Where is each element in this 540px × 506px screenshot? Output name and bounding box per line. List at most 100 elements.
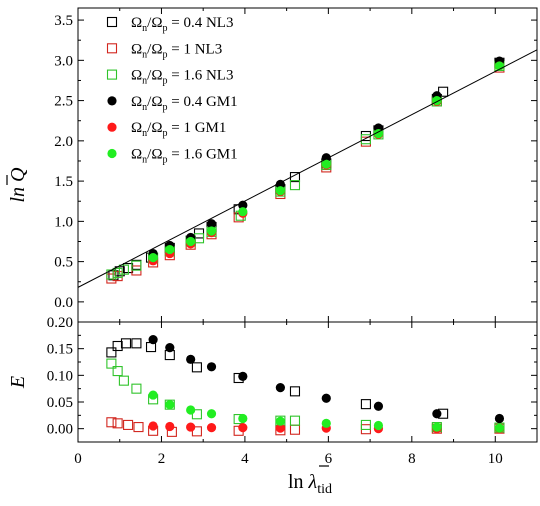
bottom-ylabel: E xyxy=(7,376,29,389)
bottom-point xyxy=(191,409,202,420)
top-panel-ticks: 0.0 0.5 1.0 1.5 2.0 2.5 3.0 3.5 xyxy=(54,8,538,322)
legend-entry: Ωn/Ωp = 1.6 NL3 xyxy=(106,68,233,87)
top-fit-line xyxy=(77,49,538,288)
bottom-panel-ticks: 0.00 0.05 0.10 0.15 0.20 0 2 4 6 8 10 xyxy=(47,315,538,467)
bottom-xtick-label: 10 xyxy=(488,451,503,467)
top-point xyxy=(186,236,196,247)
bottom-point xyxy=(238,371,248,381)
bottom-point xyxy=(238,423,248,433)
top-point xyxy=(131,260,142,271)
top-ytick-label: 0.0 xyxy=(54,295,73,311)
legend-marker xyxy=(107,122,117,132)
bottom-point xyxy=(118,375,129,386)
top-ytick-label: 3.5 xyxy=(54,13,73,29)
top-point xyxy=(289,180,301,191)
bottom-ytick-label: 0.00 xyxy=(47,422,73,438)
legend: Ωn/Ωp = 0.4 NL3 Ωn/Ωp = 1 NL3 Ωn/Ωp = 1.6 … xyxy=(106,15,238,166)
legend-entry: Ωn/Ωp = 0.4 GM1 xyxy=(107,94,238,113)
legend-marker xyxy=(107,148,117,159)
top-point xyxy=(360,134,371,145)
legend-label: Ωn/Ωp = 1.6 GM1 xyxy=(131,147,238,166)
bottom-point xyxy=(206,409,217,419)
bottom-point xyxy=(186,405,196,415)
bottom-point xyxy=(432,422,442,432)
legend-marker xyxy=(107,96,117,106)
bottom-series-6 xyxy=(148,390,505,433)
legend-entry: Ωn/Ωp = 1.6 GM1 xyxy=(107,147,238,166)
bottom-point xyxy=(106,358,117,369)
bottom-panel-marks xyxy=(106,335,505,437)
bottom-ytick-label: 0.15 xyxy=(47,342,73,358)
top-panel-marks xyxy=(77,49,538,288)
bottom-point xyxy=(106,347,117,358)
legend-label: Ωn/Ωp = 1.6 NL3 xyxy=(131,68,233,87)
bottom-xtick-label: 8 xyxy=(408,451,416,467)
top-ytick-label: 2.0 xyxy=(54,134,73,150)
bottom-ytick-label: 0.20 xyxy=(47,315,73,331)
top-point xyxy=(112,267,123,278)
bottom-point xyxy=(186,354,196,364)
bottom-point xyxy=(191,362,202,373)
bottom-point xyxy=(289,415,301,426)
top-point xyxy=(148,252,158,263)
legend-marker xyxy=(106,69,118,80)
bottom-ytick-label: 0.10 xyxy=(47,368,73,384)
bottom-point xyxy=(494,423,505,433)
bottom-point xyxy=(373,401,384,411)
bottom-point xyxy=(148,390,158,400)
bottom-series-4 xyxy=(148,335,505,424)
bottom-point xyxy=(321,393,331,403)
top-point xyxy=(118,264,129,275)
bottom-point xyxy=(238,413,248,424)
bottom-point xyxy=(106,417,117,428)
bottom-point xyxy=(206,362,217,372)
legend-marker xyxy=(106,16,118,28)
bottom-point xyxy=(206,423,217,433)
bottom-xtick-label: 2 xyxy=(158,451,166,467)
bottom-point xyxy=(186,422,196,432)
bottom-xlabel: ln λtid xyxy=(288,471,332,497)
bottom-point xyxy=(112,340,123,352)
legend-label: Ωn/Ωp = 0.4 GM1 xyxy=(131,94,238,113)
legend-entry: Ωn/Ωp = 0.4 NL3 xyxy=(106,15,233,34)
bottom-point xyxy=(321,418,331,428)
bottom-point xyxy=(360,419,371,430)
top-point xyxy=(206,226,217,236)
bottom-point xyxy=(133,422,144,433)
top-point xyxy=(165,244,175,255)
bottom-point xyxy=(289,386,301,397)
bottom-point xyxy=(112,418,123,429)
bottom-xtick-label: 6 xyxy=(325,451,333,467)
bottom-xtick-label: 0 xyxy=(74,451,82,467)
top-ytick-label: 1.0 xyxy=(54,214,73,230)
legend-label: Ωn/Ωp = 0.4 NL3 xyxy=(131,15,233,34)
legend-label: Ωn/Ωp = 1 NL3 xyxy=(131,41,222,60)
legend-marker xyxy=(106,43,118,54)
bottom-point xyxy=(373,420,384,431)
bottom-ytick-label: 0.05 xyxy=(47,395,73,411)
bottom-point xyxy=(123,419,134,430)
top-ytick-label: 1.5 xyxy=(54,174,73,190)
bottom-point xyxy=(275,416,285,426)
bottom-point xyxy=(165,343,175,353)
bottom-point xyxy=(148,421,158,431)
bottom-series-1 xyxy=(106,338,449,419)
top-point xyxy=(206,219,217,229)
top-point xyxy=(373,129,384,139)
bottom-xtick-label: 4 xyxy=(241,451,249,467)
bottom-point xyxy=(165,400,175,410)
legend-entry: Ωn/Ωp = 1 NL3 xyxy=(106,41,222,60)
bottom-point xyxy=(275,383,285,393)
top-point xyxy=(275,186,285,196)
top-ytick-label: 3.0 xyxy=(54,53,73,69)
top-ytick-label: 0.5 xyxy=(54,255,73,271)
bottom-point xyxy=(131,383,142,394)
bottom-point xyxy=(165,421,175,432)
top-ylabel: ln Q xyxy=(7,167,29,203)
bottom-point xyxy=(275,423,285,433)
bottom-point xyxy=(120,338,132,349)
legend-label: Ωn/Ωp = 1 GM1 xyxy=(131,120,226,139)
